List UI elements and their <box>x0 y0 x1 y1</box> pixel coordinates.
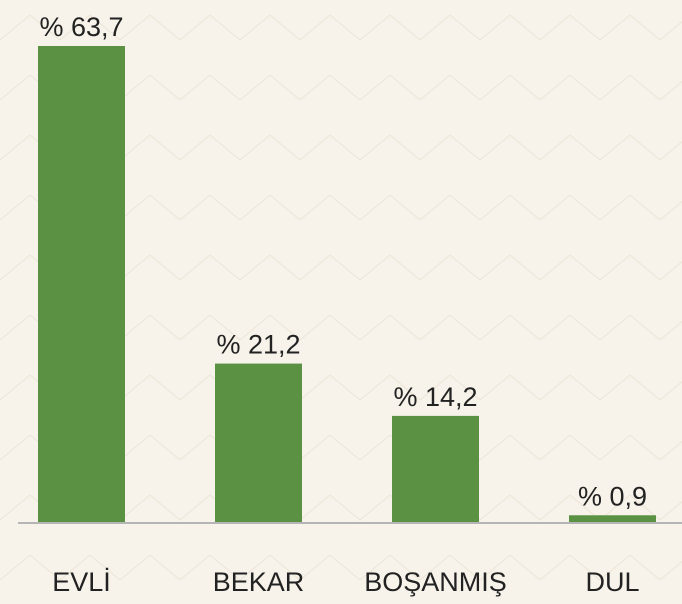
category-label: BEKAR <box>213 567 305 597</box>
bar <box>38 46 125 522</box>
category-label: BOŞANMIŞ <box>364 567 507 597</box>
bar <box>392 415 479 522</box>
category-label: DUL <box>585 567 639 597</box>
value-label: % 21,2 <box>216 330 300 360</box>
value-label: % 63,7 <box>39 12 123 42</box>
category-label: EVLİ <box>52 566 111 597</box>
bar <box>215 363 302 522</box>
value-label: % 14,2 <box>393 382 477 412</box>
bar <box>569 515 656 522</box>
value-label: % 0,9 <box>578 481 647 511</box>
